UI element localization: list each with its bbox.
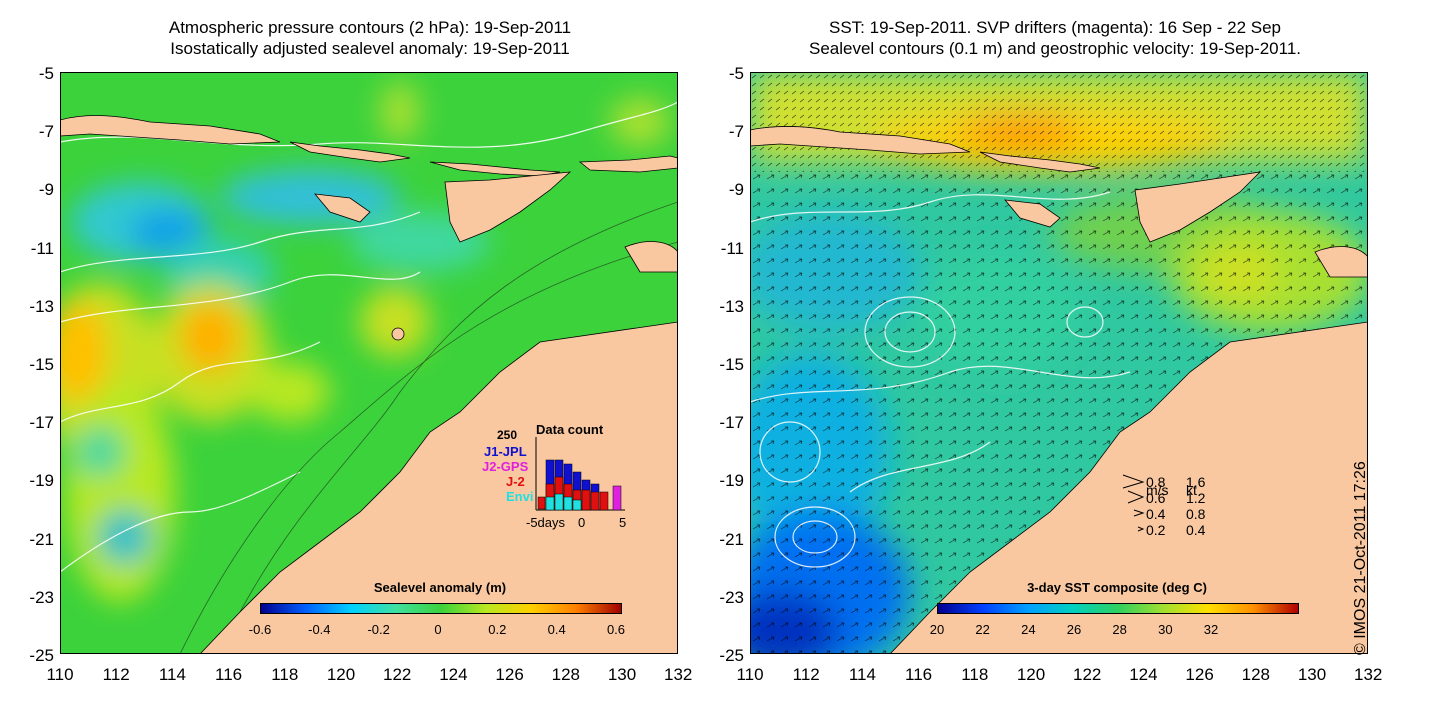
colorbar-tick-label: 0 [434, 622, 442, 637]
colorbar-tick-label: -0.2 [367, 622, 390, 637]
speed-row4-kt: 0.4 [1186, 522, 1206, 538]
y-tick-label: -19 [719, 471, 744, 491]
x-tick-label: 120 [326, 665, 356, 684]
y-tick-label: -21 [29, 529, 54, 549]
x-tick-label: 114 [848, 665, 876, 684]
speed-legend: m/s kt 0.8 1.6 0.6 1.2 0.4 0.8 0.2 0.4 [1122, 474, 1206, 538]
x-tick-label: 132 [664, 665, 693, 684]
left-colorbar-title: Sealevel anomaly (m) [373, 580, 507, 595]
left-title-line2: Isostatically adjusted sealevel anomaly:… [170, 39, 570, 58]
y-tick-label: -15 [719, 355, 744, 374]
right-colorbar-title: 3-day SST composite (deg C) [1027, 580, 1207, 595]
left-title-line1: Atmospheric pressure contours (2 hPa): 1… [168, 18, 572, 37]
inset-x-label-start: -5days [526, 515, 566, 530]
x-tick-label: 130 [607, 665, 637, 684]
left-title: Atmospheric pressure contours (2 hPa): 1… [60, 17, 680, 59]
colorbar-tick-label: 0.4 [547, 622, 566, 637]
y-tick-label: -9 [38, 180, 54, 200]
y-tick-label: -7 [728, 122, 744, 142]
x-tick-label: 122 [383, 665, 412, 684]
speed-row2-ms: 0.6 [1146, 490, 1166, 506]
inset-x-label-zero: 0 [578, 515, 585, 530]
copyright-label: © IMOS 21-Oct-2011 17:26 [1352, 461, 1369, 655]
colorbar-tick-label: 28 [1112, 622, 1127, 637]
x-tick-label: 116 [215, 665, 243, 684]
x-tick-label: 110 [736, 665, 764, 684]
sealevel-anomaly-map: Data count 250 J1-JPL J2-GPS J-2 Envi [60, 72, 678, 654]
speed-row1-kt: 1.6 [1186, 474, 1206, 490]
x-tick-label: 128 [1241, 665, 1270, 684]
speed-row3-ms: 0.4 [1146, 506, 1166, 522]
speed-row1-ms: 0.8 [1146, 474, 1166, 490]
y-tick-label: -5 [728, 64, 744, 83]
colorbar-tick-label: 24 [1021, 622, 1036, 637]
colorbar-tick-label: 30 [1158, 622, 1173, 637]
legend-j1-jpl: J1-JPL [484, 444, 527, 459]
x-tick-label: 114 [158, 665, 186, 684]
left-colorbar [260, 603, 622, 614]
colorbar-tick-label: 22 [975, 622, 990, 637]
x-tick-label: 120 [1016, 665, 1046, 684]
y-tick-label: -13 [29, 296, 54, 316]
x-tick-label: 112 [102, 665, 130, 684]
colorbar-tick-label: 32 [1203, 622, 1219, 637]
colorbar-tick-label: 20 [929, 622, 945, 637]
inset-y-max-label: 250 [497, 428, 517, 442]
x-tick-label: 126 [1185, 665, 1214, 684]
y-tick-label: -9 [728, 180, 744, 200]
bathymetry-lines [179, 201, 678, 654]
y-tick-label: -7 [38, 122, 54, 142]
y-tick-label: -23 [29, 587, 54, 607]
right-title: SST: 19-Sep-2011. SVP drifters (magenta)… [715, 17, 1395, 59]
colorbar-tick-label: 26 [1066, 622, 1082, 637]
speed-row2-kt: 1.2 [1186, 490, 1206, 506]
x-tick-label: 126 [495, 665, 524, 684]
right-title-line2: Sealevel contours (0.1 m) and geostrophi… [808, 39, 1301, 58]
land-masses-right [750, 125, 1368, 654]
sealevel-contours [750, 191, 1131, 568]
right-title-line1: SST: 19-Sep-2011. SVP drifters (magenta)… [828, 18, 1281, 37]
colorbar-tick-label: 0.2 [488, 622, 507, 637]
colorbar-tick-label: -0.6 [248, 622, 272, 637]
legend-j2-gps: J2-GPS [482, 459, 529, 474]
inset-x-label-end: 5 [619, 515, 626, 530]
speed-legend-header-ms: m/s [1146, 482, 1169, 498]
x-tick-label: 128 [551, 665, 580, 684]
data-count-inset: Data count 250 J1-JPL J2-GPS J-2 Envi [482, 422, 626, 530]
colorbar-tick-label: -0.4 [308, 622, 331, 637]
y-tick-label: -17 [29, 413, 54, 433]
sst-map: m/s kt 0.8 1.6 0.6 1.2 0.4 0.8 0.2 0.4 [750, 72, 1368, 654]
colorbar-tick-label: 0.6 [606, 622, 626, 637]
x-tick-label: 124 [1129, 665, 1158, 684]
x-tick-label: 130 [1297, 665, 1327, 684]
speed-row4-ms: 0.2 [1146, 522, 1166, 538]
y-tick-label: -21 [719, 529, 744, 549]
y-tick-label: -5 [38, 64, 54, 83]
legend-envi: Envi [506, 489, 533, 504]
y-tick-label: -25 [29, 646, 54, 665]
x-tick-label: 116 [905, 665, 933, 684]
speed-row3-kt: 0.8 [1186, 506, 1206, 522]
y-tick-label: -15 [29, 355, 54, 374]
y-tick-label: -11 [720, 238, 744, 258]
y-tick-label: -19 [29, 471, 54, 491]
land-masses [60, 115, 678, 654]
y-tick-label: -17 [719, 413, 744, 433]
y-tick-label: -25 [719, 646, 744, 665]
x-tick-label: 118 [961, 665, 989, 684]
speed-legend-header-kt: kt [1186, 482, 1197, 498]
x-tick-label: 122 [1073, 665, 1102, 684]
x-tick-label: 110 [46, 665, 74, 684]
x-tick-label: 132 [1354, 665, 1383, 684]
x-tick-label: 112 [792, 665, 820, 684]
x-tick-label: 124 [439, 665, 468, 684]
x-tick-label: 118 [271, 665, 299, 684]
legend-j-2: J-2 [506, 474, 525, 489]
y-tick-label: -23 [719, 587, 744, 607]
y-tick-label: -13 [719, 296, 744, 316]
inset-title: Data count [536, 422, 604, 437]
right-colorbar [937, 603, 1299, 614]
y-tick-label: -11 [30, 238, 54, 258]
